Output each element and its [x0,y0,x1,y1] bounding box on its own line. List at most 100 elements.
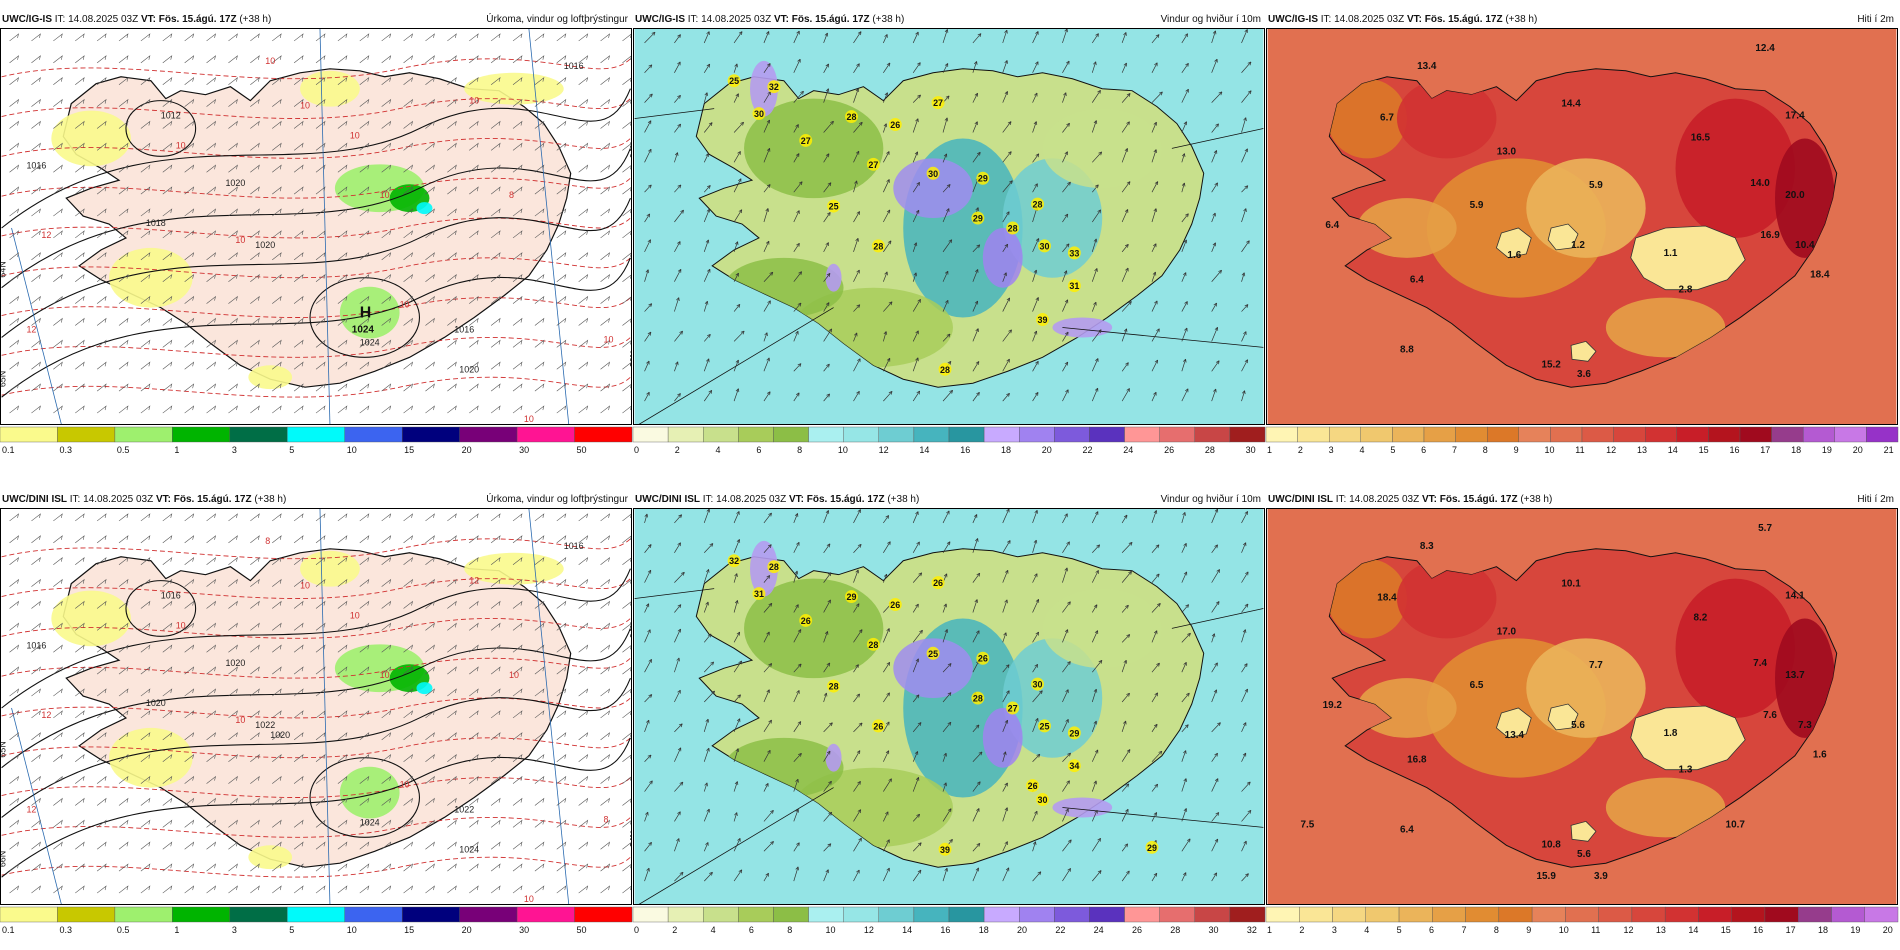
map-canvas[interactable]: 5.78.318.410.114.117.08.27.47.713.77.319… [1267,509,1897,904]
wind-arrow [1032,841,1036,852]
wind-arrow [1151,573,1160,583]
wind-barb [512,339,523,348]
wind-barb [140,819,151,828]
wind-barb [272,622,282,631]
wind-barb [447,98,457,107]
wind-arrow [912,722,922,733]
colorbar-tick: 15 [404,925,414,935]
temperature-value: 16.5 [1691,132,1711,143]
wind-arrow [1062,389,1069,402]
wind-arrow [1062,808,1069,822]
wind-barb [293,578,304,587]
wind-arrow [674,209,684,223]
wind-barb [9,863,20,872]
gust-value: 28 [769,562,779,572]
wind-barb [228,753,238,762]
gust-marker [976,171,990,185]
wind-barb [337,383,348,392]
wind-barb [9,513,20,522]
map-canvas[interactable]: 12.413.46.714.417.413.016.514.05.920.010… [1267,29,1897,424]
wind-barb [9,578,20,587]
wind-arrow [703,543,714,554]
map-area[interactable]: 5.7 8.3 18.4 10.1 14.1 17.0 8.2 7.4 7.7 13.7 7.3 19… [1266,508,1898,905]
isobar-label: 1020 [255,240,275,250]
temperature-value: 1.2 [1571,240,1585,251]
wind-arrow [1211,302,1217,312]
wind-arrow [1062,601,1071,613]
wind-barb [490,688,501,697]
wind-barb [337,753,348,762]
wind-arrow [1151,630,1158,643]
wind-barb [315,361,326,370]
wind-arrow [674,269,682,282]
map-area[interactable]: 1016 1016 1020 1020 1022 1024 1024 1022 1016 1020… [0,508,632,905]
wind-barb [403,600,414,609]
wind-barb [293,142,304,151]
wind-barb [469,775,479,784]
map-area[interactable]: 1012 1016 1020 1018 1020 1024 1020 1016 1016 10 10… [0,28,632,425]
wind-barb [600,666,611,675]
map-area[interactable]: 32 28 31 26 29 26 26 28 28 25 26 28 30 26 27 25 29 34 30 39… [633,508,1265,905]
wind-barb [381,863,392,872]
isotherm-label: 10 [400,780,410,790]
wind-barb [31,775,41,784]
wind-arrow [1181,632,1191,643]
wind-barb [512,317,523,326]
wind-barb [96,33,107,42]
wind-arrow [1002,841,1008,852]
wind-barb [534,142,545,151]
wind-barb [118,535,129,544]
wind-barb [534,710,545,719]
gust-marker [799,613,813,627]
gust-marker [1031,677,1045,691]
wind-barb [359,578,370,587]
gust-value: 30 [754,109,764,119]
map-area[interactable]: 12.4 13.4 6.7 14.4 17.4 13.0 16.5 14.0 5.9 20.0 10… [1266,28,1898,425]
wind-barb [96,732,107,741]
wind-barb [578,76,589,85]
wind-barb [622,601,631,609]
wind-barb [293,186,304,195]
wind-arrow [1241,629,1246,643]
wind-arrow [853,664,859,673]
wind-barb [381,644,392,653]
gust-value: 31 [754,589,764,599]
wind-barb [96,600,107,609]
wind-barb [512,55,523,64]
wind-arrow [763,148,770,163]
wind-barb [184,622,195,631]
wind-barb [228,863,238,872]
wind-barb [622,340,631,348]
wind-barb [184,797,195,806]
wind-barb [512,33,523,42]
wind-barb [293,208,304,217]
wind-barb [447,76,457,85]
map-canvas[interactable]: 1012101610201018102010241020101610161010… [1,29,631,424]
wind-barb [250,230,260,239]
wind-barb [315,819,326,828]
wind-barb [53,405,63,414]
map-area[interactable]: 25 32 30 27 28 26 27 27 25 30 29 29 28 28 28 30 33 31 39 28 [633,28,1265,425]
wind-barb [556,76,567,85]
wind-arrow [883,123,887,133]
wind-barb [272,33,282,42]
gust-marker [1036,313,1049,326]
wind-barb [184,120,195,129]
wind-barb [9,55,20,64]
wind-barb [162,120,173,129]
colorbar-swatch [843,426,879,443]
wind-barb [622,645,631,653]
isobar-label: 1024 [459,844,479,854]
high-pressure-value: 1024 [352,324,375,335]
wind-arrow [1092,870,1102,882]
wind-barb [381,33,392,42]
gust-value: 30 [1038,795,1048,805]
isotherm-label: 10 [380,670,390,680]
wind-barb [75,164,85,173]
map-canvas[interactable]: 1016101610201020102210241024102210161020… [1,509,631,904]
wind-arrow [763,300,771,312]
wind-arrow [1181,838,1191,852]
gust-marker [845,590,858,604]
